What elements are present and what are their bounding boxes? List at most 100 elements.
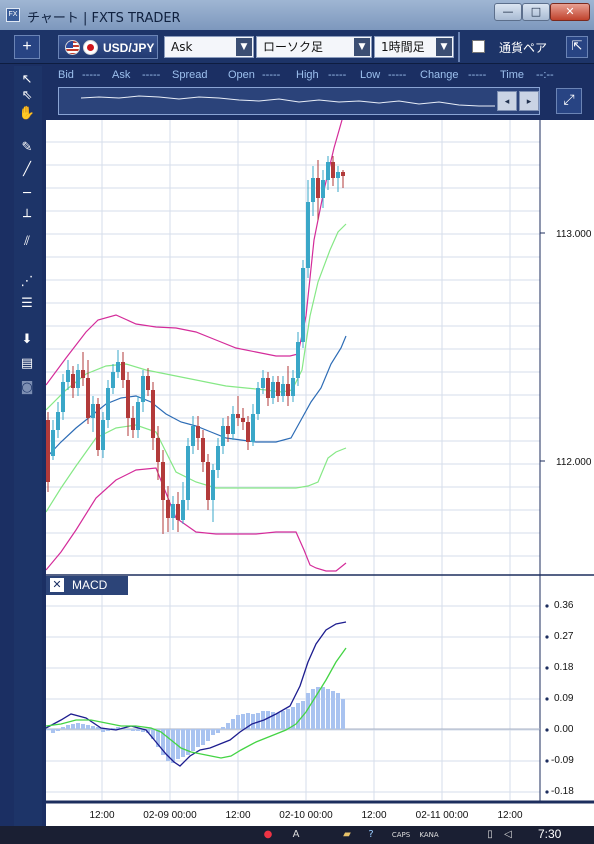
window-title: チャート | FXTS TRADER xyxy=(27,11,181,26)
candle-up xyxy=(216,446,220,470)
macd-histogram-bar xyxy=(341,699,345,729)
price-type-select[interactable]: Ask ▼ xyxy=(164,36,254,58)
macd-histogram-bar xyxy=(151,729,155,739)
pointer-icon[interactable]: ↖ xyxy=(21,72,33,87)
title-bar[interactable]: FX チャート | FXTS TRADER — □ ✕ xyxy=(0,0,594,30)
app-icon: FX xyxy=(6,8,20,22)
macd-histogram-bar xyxy=(166,729,170,761)
close-icon: ✕ xyxy=(565,5,575,18)
macd-histogram-bar xyxy=(336,693,340,729)
candle-down xyxy=(276,382,280,396)
macd-histogram-bar xyxy=(46,729,50,730)
macd-axis-label: 0.27 xyxy=(554,631,574,642)
low-value: ----- xyxy=(388,69,407,81)
macd-histogram-bar xyxy=(211,729,215,735)
macd-axis-label: -0.09 xyxy=(551,755,574,766)
minimize-icon: — xyxy=(502,5,514,18)
candle-down xyxy=(131,418,135,430)
macd-histogram-bar xyxy=(216,729,220,733)
candle-down xyxy=(201,438,205,462)
alert-icon[interactable]: ● xyxy=(263,829,273,840)
auto-scroll-button[interactable]: ⤢ xyxy=(556,88,582,114)
ime-icon[interactable]: A xyxy=(292,829,300,840)
fan-icon[interactable]: ⋰ xyxy=(20,274,34,289)
fibonacci-icon[interactable]: ☰ xyxy=(21,296,33,311)
candle-down xyxy=(46,420,50,482)
candle-down xyxy=(226,426,230,434)
chart-area[interactable]: 113.000 112.000 ✕ MACD 0.36 0.27 0.18 0.… xyxy=(46,120,594,826)
jp-flag-icon xyxy=(83,40,98,55)
candle-up xyxy=(256,388,260,414)
time-value: --:-- xyxy=(536,69,554,81)
macd-histogram-bar xyxy=(116,727,120,729)
quote-bar: Bid ----- Ask ----- Spread Open ----- Hi… xyxy=(46,66,594,86)
chart-type-select[interactable]: ローソク足 ▼ xyxy=(256,36,372,58)
chart-navigator[interactable]: ◂ ▸ xyxy=(58,87,540,115)
add-chart-button[interactable]: + xyxy=(14,35,40,59)
macd-histogram-bar xyxy=(81,724,85,729)
candle-down xyxy=(81,370,85,378)
macd-axis-tick xyxy=(545,790,549,794)
low-label: Low xyxy=(360,69,381,81)
camera-icon[interactable]: ◙ xyxy=(20,380,34,395)
download-icon[interactable]: ⬇ xyxy=(21,332,33,347)
macd-histogram-bar xyxy=(171,729,175,763)
macd-histogram-bar xyxy=(316,687,320,729)
pencil-icon[interactable]: ✎ xyxy=(21,140,33,155)
undock-button[interactable]: ⇱ xyxy=(566,36,588,58)
macd-axis-tick xyxy=(545,759,549,763)
spread-label: Spread xyxy=(172,69,208,81)
candle-up xyxy=(136,402,140,430)
candle-up xyxy=(101,420,105,450)
crosshair-pointer-icon[interactable]: ⇖ xyxy=(21,88,33,103)
candle-up xyxy=(116,362,120,372)
trendline-icon[interactable]: ╱ xyxy=(23,162,31,177)
navigator-scroll-left[interactable]: ◂ xyxy=(497,91,517,111)
volume-icon[interactable]: ◁ xyxy=(504,829,512,840)
candle-up xyxy=(311,178,315,202)
channel-icon[interactable]: ⫽ xyxy=(24,234,30,249)
candle-down xyxy=(236,414,240,418)
hand-icon[interactable]: ✋ xyxy=(18,106,36,121)
chart-toolbar: + USD/JPY Ask ▼ ローソク足 ▼ 1時間足 ▼ 通貨ペア ⇱ xyxy=(0,30,594,64)
high-value: ----- xyxy=(328,69,347,81)
chart-canvas[interactable] xyxy=(46,120,594,826)
help-icon[interactable]: ? xyxy=(368,829,374,840)
vertical-line-icon[interactable]: ┴ xyxy=(23,210,31,225)
macd-histogram-bar xyxy=(196,729,200,747)
list-icon[interactable]: ▤ xyxy=(20,356,34,371)
close-indicator-icon[interactable]: ✕ xyxy=(50,578,64,592)
time-axis-label: 02-09 00:00 xyxy=(143,810,197,821)
change-label: Change xyxy=(420,69,459,81)
macd-axis-label: 0.36 xyxy=(554,600,574,611)
macd-histogram-bar xyxy=(141,729,145,732)
macd-histogram-bar xyxy=(176,729,180,759)
macd-histogram-bar xyxy=(236,715,240,729)
candle-up xyxy=(91,404,95,418)
navigator-scroll-right[interactable]: ▸ xyxy=(519,91,539,111)
macd-histogram-bar xyxy=(71,724,75,729)
macd-histogram-bar xyxy=(251,714,255,729)
candle-down xyxy=(151,390,155,438)
maximize-button[interactable]: □ xyxy=(522,3,550,21)
candle-up xyxy=(56,412,60,430)
candle-down xyxy=(156,438,160,462)
period-select[interactable]: 1時間足 ▼ xyxy=(374,36,454,58)
macd-histogram-bar xyxy=(331,691,335,729)
symbol-selector[interactable]: USD/JPY xyxy=(58,35,158,59)
candle-down xyxy=(341,172,345,176)
network-icon[interactable]: ▯ xyxy=(487,829,493,840)
folder-icon[interactable]: ▰ xyxy=(343,829,351,840)
time-axis-label: 12:00 xyxy=(89,810,115,821)
macd-histogram-bar xyxy=(281,711,285,729)
candle-down xyxy=(71,374,75,388)
horizontal-line-icon[interactable]: ─ xyxy=(23,186,31,201)
candle-down xyxy=(241,418,245,422)
macd-axis-tick xyxy=(545,666,549,670)
macd-panel-header: ✕ MACD xyxy=(46,576,128,595)
close-button[interactable]: ✕ xyxy=(550,3,590,21)
minimize-button[interactable]: — xyxy=(494,3,522,21)
chart-type-value: ローソク足 xyxy=(263,40,324,54)
macd-histogram-bar xyxy=(241,714,245,729)
pair-compare-checkbox[interactable] xyxy=(472,40,485,53)
